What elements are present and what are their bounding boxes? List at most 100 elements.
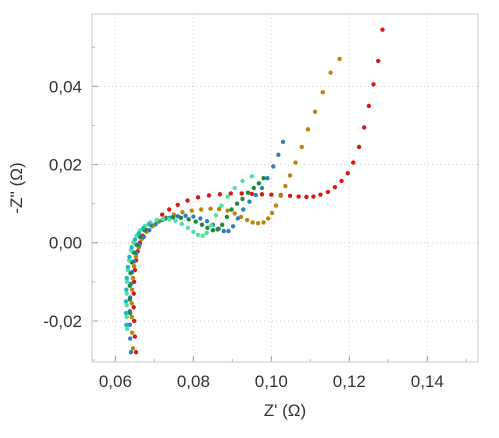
data-point	[287, 193, 293, 199]
data-point	[128, 310, 133, 316]
data-point	[269, 192, 274, 197]
data-point	[219, 203, 224, 208]
data-point	[247, 199, 252, 204]
data-point	[245, 190, 251, 195]
data-point	[147, 228, 152, 233]
data-point	[127, 254, 132, 260]
data-point	[210, 228, 216, 233]
data-point	[206, 193, 212, 198]
data-point	[200, 233, 205, 238]
data-point	[129, 301, 134, 306]
data-point	[198, 216, 203, 221]
data-point	[361, 125, 367, 130]
data-point	[217, 192, 223, 197]
data-point	[124, 326, 130, 331]
data-point	[160, 216, 166, 222]
data-point	[141, 225, 146, 231]
data-point	[241, 207, 246, 212]
data-point	[249, 174, 255, 179]
x-axis-title: Z' (Ω)	[264, 401, 306, 420]
data-point	[250, 220, 255, 225]
x-tick-label: 0,08	[177, 372, 210, 391]
data-point	[137, 234, 143, 240]
data-point	[132, 237, 138, 242]
data-point	[173, 218, 178, 224]
data-point	[127, 322, 133, 328]
series-2	[129, 56, 342, 351]
data-point	[256, 181, 262, 186]
data-point	[213, 213, 219, 218]
data-point	[123, 310, 129, 316]
data-point	[179, 221, 184, 227]
data-point	[366, 103, 372, 109]
data-point	[195, 232, 201, 238]
data-point	[180, 210, 185, 215]
data-point	[126, 258, 132, 263]
data-point	[332, 185, 338, 190]
data-point	[225, 208, 230, 213]
x-tick-label: 0,10	[255, 372, 288, 391]
data-point	[240, 196, 245, 202]
series-5	[124, 174, 255, 331]
data-point	[266, 216, 271, 221]
data-point	[124, 322, 129, 328]
data-point	[229, 207, 234, 212]
series-6	[123, 221, 152, 328]
y-axis-title: -Z'' (Ω)	[7, 162, 26, 213]
data-point	[130, 275, 136, 281]
data-point	[337, 56, 342, 62]
data-points	[123, 27, 385, 355]
data-point	[232, 211, 237, 216]
data-point	[312, 109, 318, 114]
data-point	[175, 202, 180, 208]
data-point	[132, 334, 138, 339]
minor-ticks	[92, 46, 467, 362]
data-point	[239, 191, 244, 196]
data-point	[131, 305, 136, 310]
data-point	[185, 198, 190, 203]
data-point	[167, 207, 172, 212]
data-point	[220, 222, 225, 227]
data-point	[287, 173, 293, 178]
data-point	[375, 58, 381, 64]
data-point	[232, 185, 237, 191]
data-point	[193, 219, 198, 224]
data-point	[225, 194, 230, 199]
data-point	[131, 264, 137, 269]
data-point	[125, 267, 131, 273]
data-point	[129, 314, 134, 320]
data-point	[269, 210, 275, 216]
data-point	[198, 207, 204, 212]
data-point	[170, 215, 176, 220]
data-point	[159, 212, 165, 217]
data-point	[130, 346, 136, 351]
data-point	[283, 183, 288, 189]
data-point	[129, 287, 135, 292]
data-point	[204, 230, 209, 236]
y-tick-label: 0,04	[49, 77, 82, 96]
data-point	[185, 225, 191, 231]
data-point	[339, 178, 344, 184]
data-point	[224, 214, 230, 220]
data-point	[259, 185, 265, 191]
data-point	[356, 144, 362, 150]
data-point	[127, 283, 133, 288]
data-point	[304, 194, 309, 200]
data-point	[221, 228, 226, 234]
data-point	[191, 214, 196, 219]
data-point	[129, 245, 134, 250]
data-point	[351, 160, 356, 165]
data-point	[167, 217, 172, 222]
x-tick-label: 0,12	[333, 372, 366, 391]
data-point	[345, 170, 350, 176]
data-point	[265, 176, 270, 181]
data-point	[259, 192, 265, 197]
data-point	[320, 90, 326, 95]
data-point	[251, 185, 257, 191]
data-point	[230, 224, 236, 229]
data-point	[228, 191, 233, 196]
data-point	[299, 144, 304, 150]
x-tick-label: 0,14	[411, 372, 444, 391]
data-point	[131, 318, 137, 324]
data-point	[215, 227, 220, 232]
